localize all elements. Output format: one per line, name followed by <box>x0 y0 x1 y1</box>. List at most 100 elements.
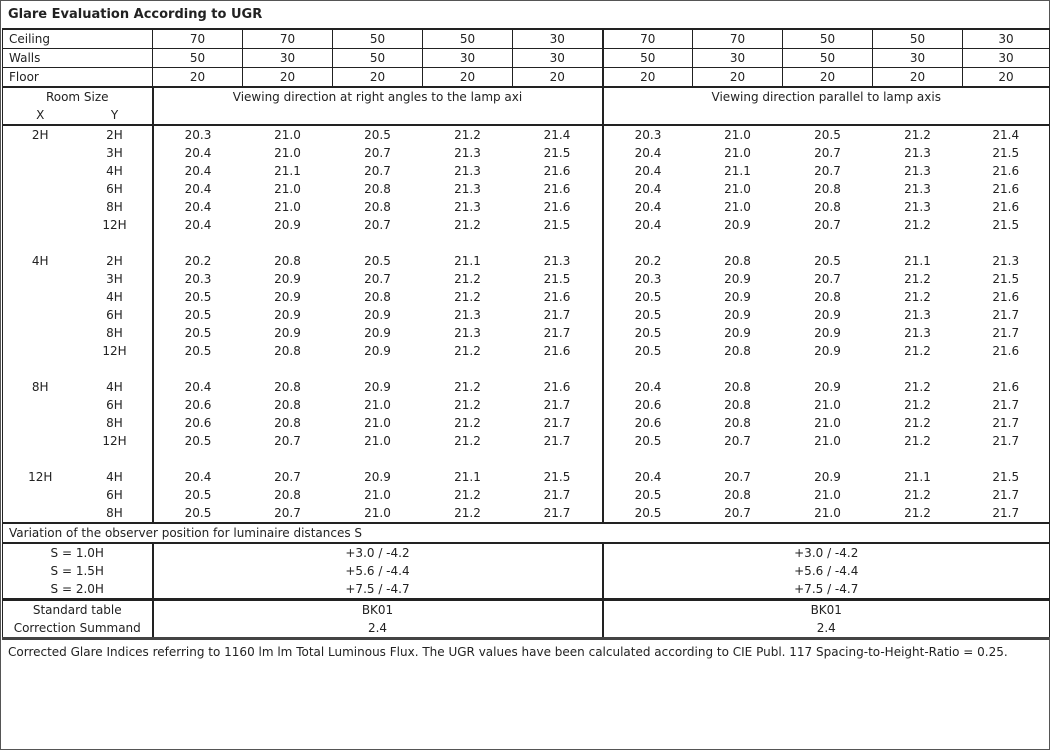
floor-value: 20 <box>872 67 963 88</box>
ugr-value: 21.7 <box>543 308 571 322</box>
spacer <box>2 450 153 468</box>
walls-label: Walls <box>2 48 153 68</box>
ugr-value: 20.6 <box>601 396 693 414</box>
ugr-value: 20.9 <box>274 308 301 322</box>
variation-row: S = 1.5H +5.6 / -4.4 +5.6 / -4.4 <box>2 562 1050 580</box>
ugr-value: 20.3 <box>601 270 693 288</box>
ugr-value: 21.0 <box>724 200 751 214</box>
room-y: 3H <box>106 272 123 286</box>
ugr-value: 21.0 <box>364 398 391 412</box>
spacer-row <box>2 234 1050 252</box>
ceiling-value: 30 <box>512 28 603 49</box>
ugr-value: 20.3 <box>151 270 243 288</box>
variation-right-angles: +3.0 / -4.2 <box>151 542 603 562</box>
table-row: 3H 20.4 21.0 20.7 21.3 21.5 20.4 21.0 20.7 21.3 21… <box>2 144 1050 162</box>
ugr-value: 21.7 <box>962 432 1050 450</box>
spacer <box>151 360 603 378</box>
ugr-value: 20.5 <box>601 306 693 324</box>
ugr-value: 21.3 <box>904 146 931 160</box>
room-x <box>2 198 78 216</box>
walls-value: 50 <box>782 48 873 68</box>
ceiling-value: 70 <box>692 28 783 49</box>
floor-value: 20 <box>782 67 873 88</box>
ugr-value: 20.4 <box>601 198 693 216</box>
ugr-value: 20.4 <box>601 468 693 486</box>
ugr-value: 20.4 <box>601 378 693 396</box>
ugr-value: 20.9 <box>364 470 391 484</box>
ugr-value: 20.8 <box>814 200 841 214</box>
ugr-value: 20.8 <box>274 416 301 430</box>
ugr-value: 20.6 <box>151 396 243 414</box>
ceiling-value: 50 <box>782 28 873 49</box>
correction-summand-row: Correction Summand 2.4 2.4 <box>2 619 1050 637</box>
ugr-value: 20.6 <box>151 414 243 432</box>
walls-value: 30 <box>422 48 513 68</box>
ugr-value: 20.5 <box>601 324 693 342</box>
ugr-value: 21.0 <box>724 146 751 160</box>
room-x <box>2 432 78 450</box>
room-x: 2H <box>2 124 78 144</box>
ugr-value: 20.9 <box>364 380 391 394</box>
room-x <box>2 486 78 504</box>
footer-note-box: Corrected Glare Indices referring to 116… <box>2 637 1049 696</box>
ugr-value: 20.9 <box>814 344 841 358</box>
table-row: 8H 20.6 20.8 21.0 21.2 21.7 20.6 20.8 21.0 21.2 21… <box>2 414 1050 432</box>
ugr-value: 20.4 <box>601 216 693 234</box>
ugr-value: 21.6 <box>543 380 571 394</box>
table-row: 8H 20.4 21.0 20.8 21.3 21.6 20.4 21.0 20.8 21.3 21… <box>2 198 1050 216</box>
ugr-value: 21.7 <box>962 396 1050 414</box>
table-row: 6H 20.5 20.8 21.0 21.2 21.7 20.5 20.8 21.0 21.2 21… <box>2 486 1050 504</box>
walls-value: 30 <box>962 48 1050 68</box>
walls-value: 30 <box>692 48 783 68</box>
ugr-value: 20.7 <box>364 146 391 160</box>
variation-row: S = 2.0H +7.5 / -4.7 +7.5 / -4.7 <box>2 580 1050 600</box>
ugr-value: 20.8 <box>274 254 301 268</box>
ugr-value: 21.1 <box>724 164 751 178</box>
ugr-value: 21.0 <box>364 488 391 502</box>
right-angles-header: Viewing direction at right angles to the… <box>151 86 603 125</box>
ugr-value: 20.4 <box>151 180 243 198</box>
direction-header-row: Room Size Viewing direction at right angl… <box>2 86 1050 125</box>
room-y: 6H <box>106 308 123 322</box>
ugr-value: 21.2 <box>904 272 931 286</box>
ugr-value: 21.0 <box>364 434 391 448</box>
ugr-value: 21.0 <box>724 182 751 196</box>
ugr-value: 21.2 <box>454 380 481 394</box>
walls-value: 30 <box>242 48 333 68</box>
ugr-value: 21.7 <box>962 306 1050 324</box>
floor-value: 20 <box>692 67 783 88</box>
table-row: 12H 20.5 20.7 21.0 21.2 21.7 20.5 20.7 21.0 21.2 2… <box>2 432 1050 450</box>
x-header: X <box>2 106 78 125</box>
ugr-value: 20.9 <box>724 290 751 304</box>
ugr-value: 20.7 <box>814 146 841 160</box>
ugr-value: 20.2 <box>151 252 243 270</box>
ugr-value: 21.6 <box>543 182 571 196</box>
ugr-value: 21.2 <box>454 398 481 412</box>
ugr-value: 20.5 <box>364 254 391 268</box>
room-x <box>2 306 78 324</box>
room-x: 8H <box>2 378 78 396</box>
ugr-value: 21.3 <box>904 308 931 322</box>
room-x <box>2 324 78 342</box>
ugr-value: 21.2 <box>454 506 481 520</box>
floor-value: 20 <box>601 67 693 88</box>
ugr-value: 20.9 <box>364 308 391 322</box>
ugr-value: 20.8 <box>364 290 391 304</box>
report-title: Glare Evaluation According to UGR <box>8 7 263 22</box>
ugr-value: 21.1 <box>454 470 481 484</box>
ugr-value: 21.2 <box>904 218 931 232</box>
ugr-value: 21.3 <box>454 146 481 160</box>
ugr-value: 21.6 <box>543 290 571 304</box>
walls-value: 30 <box>872 48 963 68</box>
ugr-value: 21.6 <box>962 342 1050 360</box>
room-x <box>2 180 78 198</box>
ugr-value: 20.5 <box>151 342 243 360</box>
table-row: 8H 4H 20.4 20.8 20.9 21.2 21.6 20.4 20.8 20.9 21.2… <box>2 378 1050 396</box>
ugr-value: 21.3 <box>454 308 481 322</box>
floor-label: Floor <box>2 67 153 88</box>
table-row: 8H 20.5 20.7 21.0 21.2 21.7 20.5 20.7 21.0 21.2 21… <box>2 504 1050 523</box>
ugr-value: 21.0 <box>814 506 841 520</box>
spacer <box>151 450 603 468</box>
ugr-value: 20.7 <box>724 434 751 448</box>
spacer <box>2 360 153 378</box>
